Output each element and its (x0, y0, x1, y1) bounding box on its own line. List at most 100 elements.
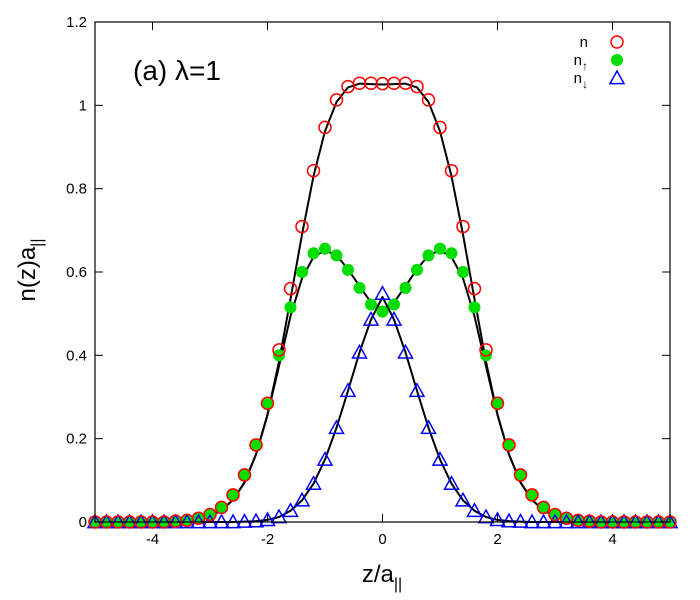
data-point (272, 343, 286, 357)
x-axis-label-base: z/a (362, 561, 395, 588)
data-point (546, 513, 564, 529)
y-tick-label: 0.4 (66, 347, 87, 364)
data-point (490, 396, 505, 410)
data-point (410, 79, 424, 94)
data-point (365, 298, 377, 311)
data-point (569, 513, 587, 529)
data-point (181, 514, 193, 527)
data-point (491, 398, 504, 411)
data-point (457, 266, 469, 278)
x-tick-label: 2 (493, 531, 501, 548)
data-point (376, 305, 389, 318)
data-point (351, 343, 368, 359)
data-point (201, 513, 219, 529)
x-tick-label: 4 (608, 531, 616, 548)
data-point (330, 249, 343, 262)
panel-label: (a) λ=1 (133, 55, 221, 86)
x-tick-label: -4 (146, 531, 159, 548)
legend-marker (611, 54, 623, 66)
data-point (500, 512, 518, 528)
data-point (249, 438, 263, 452)
data-point (388, 298, 400, 311)
data-point (224, 513, 242, 529)
data-point (503, 438, 515, 451)
data-point (445, 247, 458, 260)
data-point (572, 514, 584, 527)
data-point (284, 301, 297, 314)
data-point (362, 310, 380, 326)
data-point (454, 491, 472, 507)
data-point (236, 513, 253, 528)
data-point (514, 468, 527, 481)
data-point (296, 266, 308, 278)
data-point (215, 501, 228, 514)
legend-marker (610, 35, 624, 49)
data-markers (86, 76, 679, 529)
x-tick-label: -2 (261, 531, 274, 548)
data-point (353, 281, 366, 294)
legend-marker (608, 69, 626, 85)
y-tick-label: 1 (79, 97, 87, 114)
data-point (305, 475, 322, 491)
data-point (411, 263, 423, 276)
data-point (307, 247, 320, 260)
data-point (466, 502, 483, 518)
x-tick-label: 0 (378, 531, 386, 548)
data-point (408, 382, 426, 398)
data-point (214, 500, 229, 515)
x-axis-label: z/a|| (362, 561, 402, 593)
data-point (583, 515, 596, 528)
legend-label: n↓ (574, 70, 588, 91)
data-point (526, 488, 538, 501)
data-point (502, 438, 516, 452)
data-point (420, 419, 437, 435)
data-point (227, 488, 239, 501)
fit-curve-line (95, 296, 670, 523)
y-axis-label-base: n(z)a (14, 246, 41, 301)
data-point (537, 501, 550, 514)
data-point (169, 515, 182, 528)
y-tick-label: 0.6 (66, 264, 87, 281)
data-point (259, 511, 276, 527)
data-point (283, 281, 298, 296)
data-point (282, 502, 299, 518)
data-point (523, 513, 541, 529)
data-point (261, 398, 274, 411)
data-point (468, 301, 481, 314)
data-point (226, 488, 240, 502)
tick-labels: -4 -2 0 2 4 0 0.2 0.4 0.6 0.8 1 1.2 (66, 14, 617, 548)
data-point (319, 242, 331, 255)
data-point (339, 382, 357, 398)
data-point (433, 120, 447, 135)
data-point (306, 164, 321, 178)
data-point (431, 450, 449, 466)
data-point (247, 512, 265, 528)
data-point (295, 219, 309, 234)
data-point (374, 285, 391, 301)
data-point (178, 513, 196, 529)
data-point (479, 343, 493, 357)
data-point (329, 93, 344, 107)
data-point (318, 120, 332, 135)
data-point (467, 281, 482, 296)
data-point (512, 513, 529, 528)
data-point (443, 475, 460, 491)
data-point (238, 468, 251, 481)
y-axis-label-subscript: || (29, 239, 46, 247)
legend-label: n (580, 34, 588, 51)
data-point (422, 249, 435, 262)
data-point (456, 219, 470, 234)
y-tick-label: 1.2 (66, 14, 87, 31)
y-tick-label: 0.8 (66, 181, 87, 198)
data-point (213, 513, 230, 529)
data-point (203, 507, 217, 522)
fit-curve-line (95, 249, 670, 523)
data-point (293, 491, 311, 507)
data-point (536, 500, 551, 515)
plot-frame (94, 21, 671, 523)
data-point (237, 468, 252, 482)
data-point (513, 468, 528, 482)
data-point (250, 438, 262, 451)
data-point (444, 164, 459, 178)
